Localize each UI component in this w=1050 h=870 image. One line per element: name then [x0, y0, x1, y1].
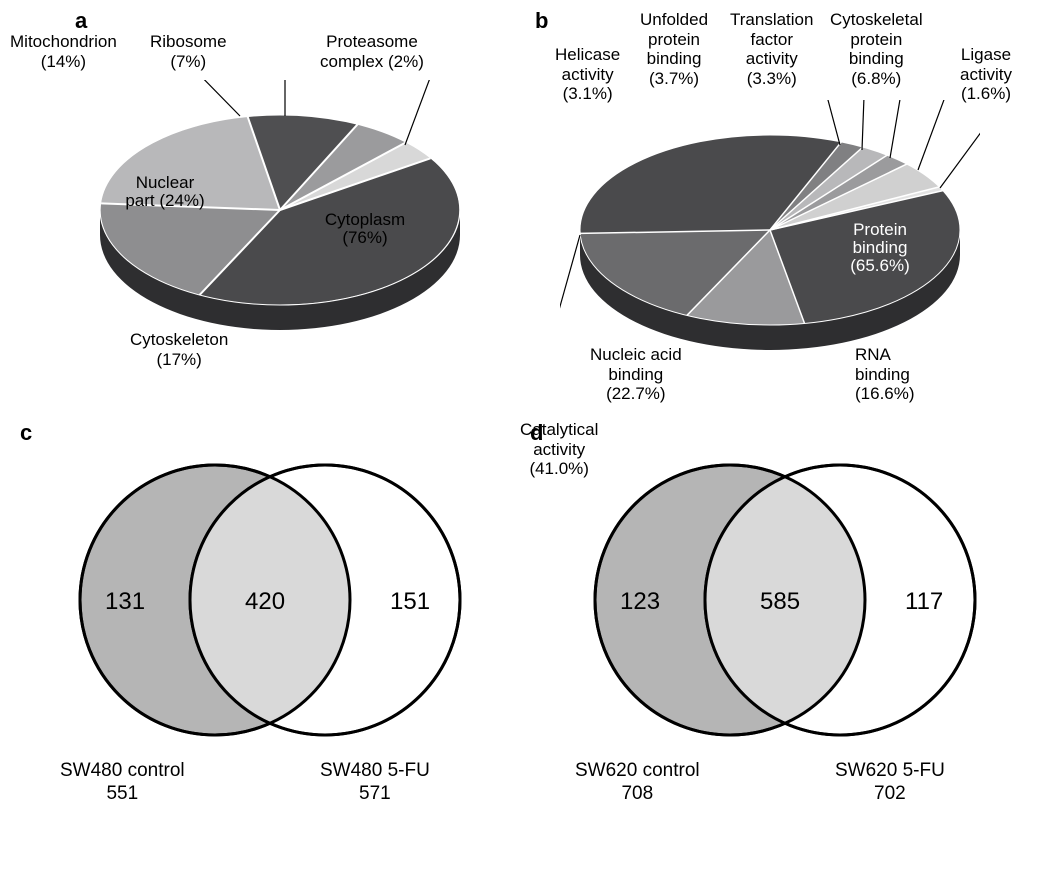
venn-c-left-only: 131	[105, 588, 145, 616]
venn-c-left-cap: SW480 control551	[60, 760, 185, 806]
lbl-nucleic: Nucleic acidbinding(22.7%)	[590, 345, 682, 404]
lbl-ribosome: Ribosome(7%)	[150, 32, 227, 71]
lbl-cytoskeleton: Cytoskeleton(17%)	[130, 330, 228, 369]
venn-d-right-cap: SW620 5-FU702	[835, 760, 945, 806]
lbl-nuclear: Nuclearpart (24%)	[125, 173, 204, 210]
venn-d-intersect: 585	[760, 588, 800, 616]
panel-c-label: c	[20, 420, 32, 446]
panel-d-label: d	[530, 420, 543, 446]
venn-d-left-only: 123	[620, 588, 660, 616]
panel-b-label: b	[535, 8, 548, 34]
lbl-protein: Proteinbinding(65.6%)	[850, 220, 910, 275]
lbl-rna: RNAbinding(16.6%)	[855, 345, 915, 404]
lbl-mitochondrion: Mitochondrion(14%)	[10, 32, 117, 71]
lbl-ligase: Ligaseactivity(1.6%)	[960, 45, 1012, 104]
venn-c-right-cap: SW480 5-FU571	[320, 760, 430, 806]
lbl-proteasome: Proteasomecomplex (2%)	[320, 32, 424, 71]
venn-d-left-cap: SW620 control708	[575, 760, 700, 806]
lbl-helicase: Helicaseactivity(3.1%)	[555, 45, 620, 104]
pie-a: Cytoplasm(76%) Nuclearpart (24%)	[60, 80, 480, 340]
pie-b: Proteinbinding(65.6%)	[560, 100, 980, 360]
venn-d: 123 585 117	[555, 450, 1015, 780]
venn-c: 131 420 151	[40, 450, 500, 780]
lbl-unfolded: Unfoldedproteinbinding(3.7%)	[640, 10, 708, 88]
venn-d-right-only: 117	[905, 588, 943, 616]
lbl-cytoskel: Cytoskeletalproteinbinding(6.8%)	[830, 10, 923, 88]
venn-c-intersect: 420	[245, 588, 285, 616]
panel-a-label: a	[75, 8, 87, 34]
venn-c-right-only: 151	[390, 588, 430, 616]
lbl-translation: Translationfactoractivity(3.3%)	[730, 10, 813, 88]
